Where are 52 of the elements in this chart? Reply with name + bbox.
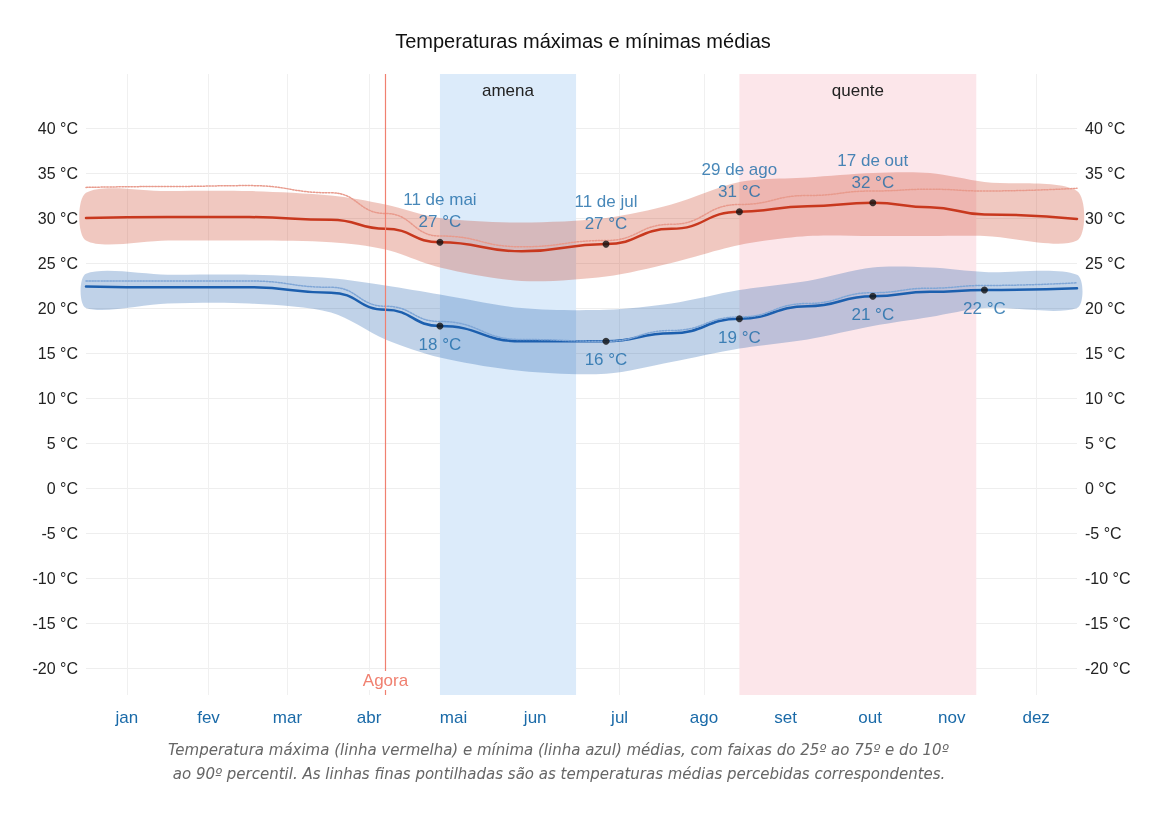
x-tick-label: abr xyxy=(356,708,382,727)
y-tick-label: 40 °C xyxy=(37,119,78,137)
y2-tick-label: -15 °C xyxy=(1085,614,1131,632)
y-tick-label: 25 °C xyxy=(37,254,78,272)
x-tick-label: dez xyxy=(1022,708,1050,727)
x-tick-label: fev xyxy=(197,708,221,727)
y-tick-label: 35 °C xyxy=(37,164,78,182)
y2-tick-label: 40 °C xyxy=(1085,119,1126,137)
x-tick-label: jul xyxy=(610,708,629,727)
x-tick-label: jun xyxy=(522,708,547,727)
y-tick-label: 0 °C xyxy=(46,479,78,497)
x-tick-label: jan xyxy=(114,708,139,727)
annotation: 11 de mai 27 °C xyxy=(403,190,477,232)
y2-tick-label: 20 °C xyxy=(1085,299,1126,317)
y2-tick-label: 0 °C xyxy=(1085,479,1117,497)
annotation: 17 de out 32 °C xyxy=(837,150,909,192)
annotation: 22 °C xyxy=(963,299,1006,318)
x-tick-label: mar xyxy=(272,708,303,727)
y2-tick-label: 35 °C xyxy=(1085,164,1126,182)
annotation: 19 °C xyxy=(718,327,761,347)
y-tick-label: -15 °C xyxy=(32,614,78,632)
y-tick-label: 20 °C xyxy=(37,299,78,317)
x-tick-label: out xyxy=(858,708,883,727)
y-tick-label: 15 °C xyxy=(37,344,78,362)
chart-title: Temperaturas máximas e mínimas médias xyxy=(395,30,771,52)
annotation: 29 de ago 31 °C xyxy=(701,159,778,201)
annotation: 16 °C xyxy=(584,350,628,370)
y-tick-label: 5 °C xyxy=(46,434,78,452)
x-tick-label: ago xyxy=(689,708,719,727)
annotation: 21 °C xyxy=(851,305,895,325)
y-tick-label: 30 °C xyxy=(37,209,78,227)
y-tick-label: 10 °C xyxy=(37,389,78,407)
y2-tick-label: 5 °C xyxy=(1085,434,1117,452)
y2-tick-label: 25 °C xyxy=(1085,254,1126,272)
ref-line-label: Agora xyxy=(362,671,409,690)
y-tick-label: -5 °C xyxy=(41,524,78,542)
y2-tick-label: 30 °C xyxy=(1085,209,1126,227)
text: Temperatura máxima (linha vermelha) e mínima (linha azul) médias, com faixas do 25º ao 75º e do 10º ao 90º percentil. As linhas finas pontilhadas são as temperaturas médias percebidas correspondentes. xyxy=(168,741,949,783)
x-tick-label: nov xyxy=(938,708,966,727)
y2-tick-label: -20 °C xyxy=(1085,659,1131,677)
band-label: quente xyxy=(831,81,884,100)
y-tick-label: -10 °C xyxy=(32,569,78,587)
y2-tick-label: 10 °C xyxy=(1085,389,1126,407)
y2-tick-label: -10 °C xyxy=(1085,569,1131,587)
y2-tick-label: 15 °C xyxy=(1085,344,1126,362)
x-tick-label: set xyxy=(774,708,798,727)
y2-tick-label: -5 °C xyxy=(1085,524,1122,542)
annotation: 18 °C xyxy=(418,335,462,354)
y-tick-label: -20 °C xyxy=(32,659,78,677)
annotation: 11 de jul 27 °C xyxy=(574,192,638,234)
band-label: amena xyxy=(482,81,535,100)
x-tick-label: mai xyxy=(439,708,468,727)
